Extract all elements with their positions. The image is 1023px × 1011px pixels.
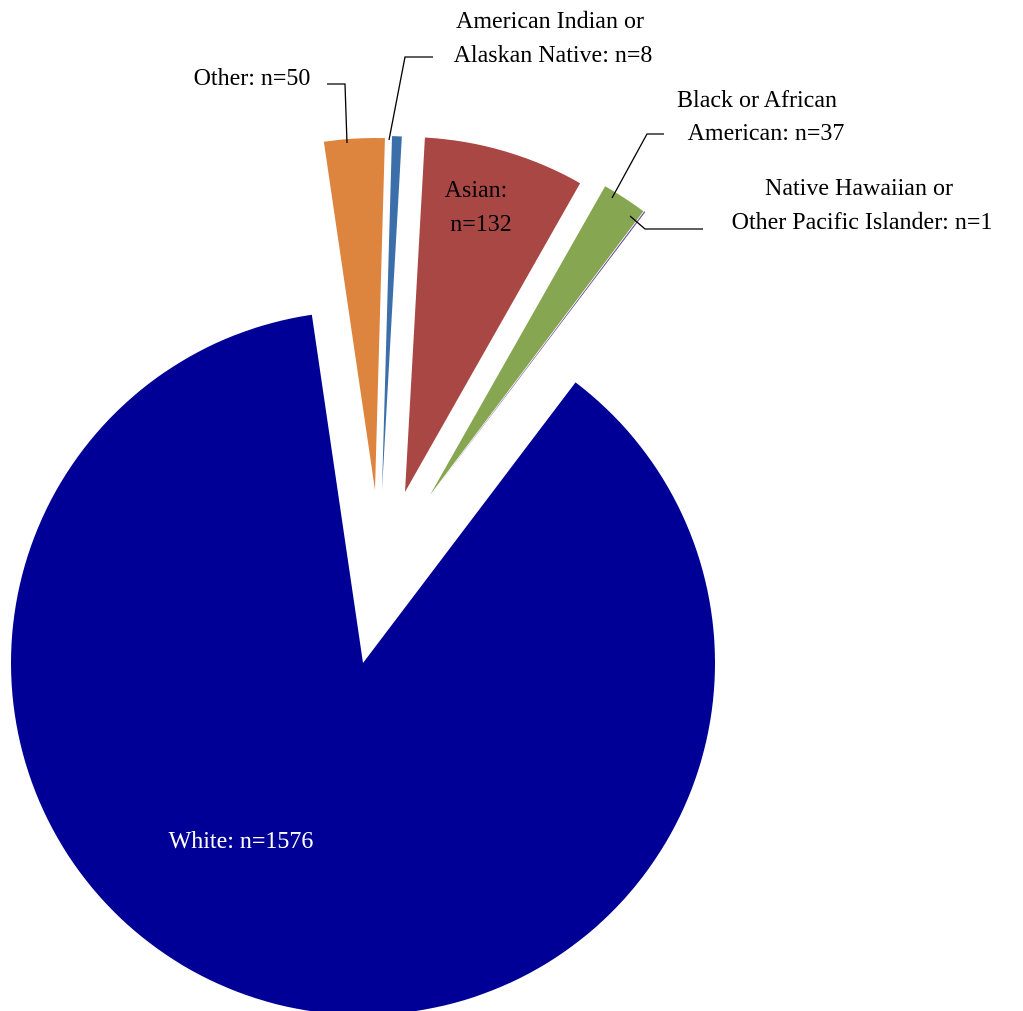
pie-slice-black (430, 186, 644, 495)
leader-lines (327, 56, 703, 230)
pie-slice-white (11, 314, 715, 1011)
pie-slice-american-indian (382, 136, 402, 490)
label-other: Other: n=50 (194, 65, 311, 91)
label-american-indian: American Indian or Alaskan Native: n=8 (454, 8, 653, 68)
pie-slice-native-hawaiian (431, 211, 646, 495)
label-asian: Asian: n=132 (445, 177, 514, 237)
label-black: Black or African American: n=37 (677, 87, 844, 146)
leader-line-other (327, 83, 348, 144)
pie-slice-other (323, 137, 385, 491)
leader-line-native-hawaiian (629, 215, 703, 230)
leader-line-black (611, 133, 664, 199)
pie-slice-asian (405, 137, 581, 492)
label-white: White: n=1576 (169, 828, 314, 854)
slice-labels: American Indian or Alaskan Native: n=8 A… (169, 8, 993, 854)
pie-slices (11, 136, 715, 1011)
label-native-hawaiian: Native Hawaiian or Other Pacific Islande… (732, 175, 993, 235)
leader-line-american-indian (388, 56, 433, 141)
